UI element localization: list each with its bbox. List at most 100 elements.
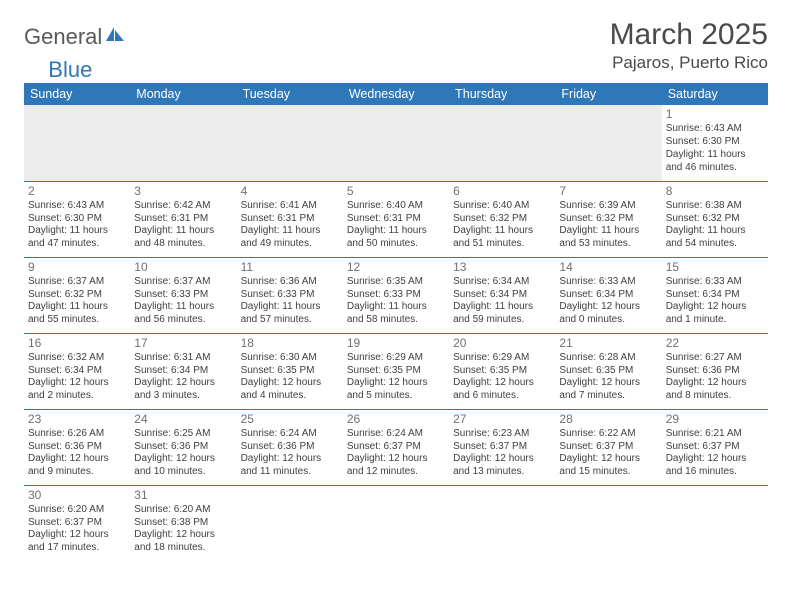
day-daylight: Daylight: 12 hours and 17 minutes.	[28, 529, 126, 555]
day-sunrise: Sunrise: 6:21 AM	[666, 428, 764, 441]
day-sunset: Sunset: 6:37 PM	[453, 441, 551, 454]
day-sunset: Sunset: 6:34 PM	[28, 365, 126, 378]
calendar-cell: 24Sunrise: 6:25 AMSunset: 6:36 PMDayligh…	[130, 409, 236, 485]
calendar-page: General March 2025 Pajaros, Puerto Rico …	[0, 0, 792, 571]
day-sunrise: Sunrise: 6:38 AM	[666, 200, 764, 213]
day-sunset: Sunset: 6:36 PM	[134, 441, 232, 454]
calendar-cell: 3Sunrise: 6:42 AMSunset: 6:31 PMDaylight…	[130, 181, 236, 257]
day-daylight: Daylight: 11 hours and 55 minutes.	[28, 301, 126, 327]
day-number: 31	[134, 488, 232, 503]
day-sunset: Sunset: 6:34 PM	[453, 289, 551, 302]
day-sunset: Sunset: 6:35 PM	[241, 365, 339, 378]
day-number: 17	[134, 336, 232, 351]
day-daylight: Daylight: 11 hours and 59 minutes.	[453, 301, 551, 327]
day-number: 5	[347, 184, 445, 199]
calendar-cell	[449, 485, 555, 561]
day-sunset: Sunset: 6:37 PM	[347, 441, 445, 454]
day-daylight: Daylight: 11 hours and 57 minutes.	[241, 301, 339, 327]
day-daylight: Daylight: 12 hours and 16 minutes.	[666, 453, 764, 479]
day-sunrise: Sunrise: 6:36 AM	[241, 276, 339, 289]
day-daylight: Daylight: 12 hours and 1 minute.	[666, 301, 764, 327]
day-sunset: Sunset: 6:37 PM	[666, 441, 764, 454]
day-daylight: Daylight: 11 hours and 46 minutes.	[666, 149, 764, 175]
day-number: 8	[666, 184, 764, 199]
day-daylight: Daylight: 12 hours and 12 minutes.	[347, 453, 445, 479]
day-sunrise: Sunrise: 6:37 AM	[28, 276, 126, 289]
day-sunset: Sunset: 6:31 PM	[241, 213, 339, 226]
calendar-cell: 10Sunrise: 6:37 AMSunset: 6:33 PMDayligh…	[130, 257, 236, 333]
logo-word2: Blue	[48, 57, 92, 83]
calendar-cell	[555, 105, 661, 181]
calendar-cell: 14Sunrise: 6:33 AMSunset: 6:34 PMDayligh…	[555, 257, 661, 333]
calendar-cell: 23Sunrise: 6:26 AMSunset: 6:36 PMDayligh…	[24, 409, 130, 485]
day-sunrise: Sunrise: 6:29 AM	[453, 352, 551, 365]
calendar-cell	[237, 105, 343, 181]
day-daylight: Daylight: 11 hours and 51 minutes.	[453, 225, 551, 251]
day-sunset: Sunset: 6:31 PM	[134, 213, 232, 226]
calendar-cell: 15Sunrise: 6:33 AMSunset: 6:34 PMDayligh…	[662, 257, 768, 333]
day-daylight: Daylight: 12 hours and 15 minutes.	[559, 453, 657, 479]
day-sunrise: Sunrise: 6:23 AM	[453, 428, 551, 441]
calendar-header: SundayMondayTuesdayWednesdayThursdayFrid…	[24, 83, 768, 105]
calendar-cell: 4Sunrise: 6:41 AMSunset: 6:31 PMDaylight…	[237, 181, 343, 257]
calendar-cell: 2Sunrise: 6:43 AMSunset: 6:30 PMDaylight…	[24, 181, 130, 257]
weekday-header: Friday	[555, 83, 661, 105]
day-daylight: Daylight: 12 hours and 7 minutes.	[559, 377, 657, 403]
logo-word1: General	[24, 24, 102, 50]
day-daylight: Daylight: 11 hours and 56 minutes.	[134, 301, 232, 327]
day-sunrise: Sunrise: 6:28 AM	[559, 352, 657, 365]
day-number: 4	[241, 184, 339, 199]
day-number: 27	[453, 412, 551, 427]
day-sunset: Sunset: 6:31 PM	[347, 213, 445, 226]
calendar-cell: 25Sunrise: 6:24 AMSunset: 6:36 PMDayligh…	[237, 409, 343, 485]
day-sunrise: Sunrise: 6:24 AM	[347, 428, 445, 441]
day-number: 1	[666, 107, 764, 122]
day-sunset: Sunset: 6:36 PM	[28, 441, 126, 454]
weekday-header: Tuesday	[237, 83, 343, 105]
day-daylight: Daylight: 12 hours and 5 minutes.	[347, 377, 445, 403]
day-number: 23	[28, 412, 126, 427]
weekday-header: Monday	[130, 83, 236, 105]
title-month: March 2025	[610, 18, 768, 51]
calendar-table: SundayMondayTuesdayWednesdayThursdayFrid…	[24, 83, 768, 561]
day-daylight: Daylight: 12 hours and 3 minutes.	[134, 377, 232, 403]
day-daylight: Daylight: 12 hours and 6 minutes.	[453, 377, 551, 403]
calendar-cell: 5Sunrise: 6:40 AMSunset: 6:31 PMDaylight…	[343, 181, 449, 257]
day-number: 11	[241, 260, 339, 275]
day-sunrise: Sunrise: 6:20 AM	[28, 504, 126, 517]
day-sunrise: Sunrise: 6:32 AM	[28, 352, 126, 365]
day-sunset: Sunset: 6:30 PM	[28, 213, 126, 226]
day-number: 18	[241, 336, 339, 351]
calendar-cell: 20Sunrise: 6:29 AMSunset: 6:35 PMDayligh…	[449, 333, 555, 409]
day-daylight: Daylight: 12 hours and 11 minutes.	[241, 453, 339, 479]
calendar-cell: 9Sunrise: 6:37 AMSunset: 6:32 PMDaylight…	[24, 257, 130, 333]
day-sunset: Sunset: 6:36 PM	[666, 365, 764, 378]
day-daylight: Daylight: 11 hours and 48 minutes.	[134, 225, 232, 251]
day-sunset: Sunset: 6:33 PM	[241, 289, 339, 302]
day-daylight: Daylight: 11 hours and 53 minutes.	[559, 225, 657, 251]
calendar-cell: 1Sunrise: 6:43 AMSunset: 6:30 PMDaylight…	[662, 105, 768, 181]
calendar-cell: 26Sunrise: 6:24 AMSunset: 6:37 PMDayligh…	[343, 409, 449, 485]
day-sunrise: Sunrise: 6:26 AM	[28, 428, 126, 441]
calendar-cell: 21Sunrise: 6:28 AMSunset: 6:35 PMDayligh…	[555, 333, 661, 409]
calendar-cell: 31Sunrise: 6:20 AMSunset: 6:38 PMDayligh…	[130, 485, 236, 561]
calendar-body: 1Sunrise: 6:43 AM Sunset: 6:30 PM Daylight…	[24, 105, 768, 561]
day-number: 28	[559, 412, 657, 427]
day-number: 19	[347, 336, 445, 351]
day-daylight: Daylight: 12 hours and 10 minutes.	[134, 453, 232, 479]
weekday-header: Wednesday	[343, 83, 449, 105]
day-sunrise: Sunrise: 6:43 AM	[666, 123, 764, 136]
day-number: 16	[28, 336, 126, 351]
calendar-cell	[343, 105, 449, 181]
calendar-cell: 19Sunrise: 6:29 AMSunset: 6:35 PMDayligh…	[343, 333, 449, 409]
day-daylight: Daylight: 11 hours and 58 minutes.	[347, 301, 445, 327]
day-sunrise: Sunrise: 6:40 AM	[453, 200, 551, 213]
calendar-cell: 30Sunrise: 6:20 AMSunset: 6:37 PMDayligh…	[24, 485, 130, 561]
day-number: 24	[134, 412, 232, 427]
day-number: 30	[28, 488, 126, 503]
day-sunrise: Sunrise: 6:29 AM	[347, 352, 445, 365]
weekday-header: Saturday	[662, 83, 768, 105]
day-number: 25	[241, 412, 339, 427]
day-sunrise: Sunrise: 6:37 AM	[134, 276, 232, 289]
title-block: March 2025 Pajaros, Puerto Rico	[610, 18, 768, 73]
